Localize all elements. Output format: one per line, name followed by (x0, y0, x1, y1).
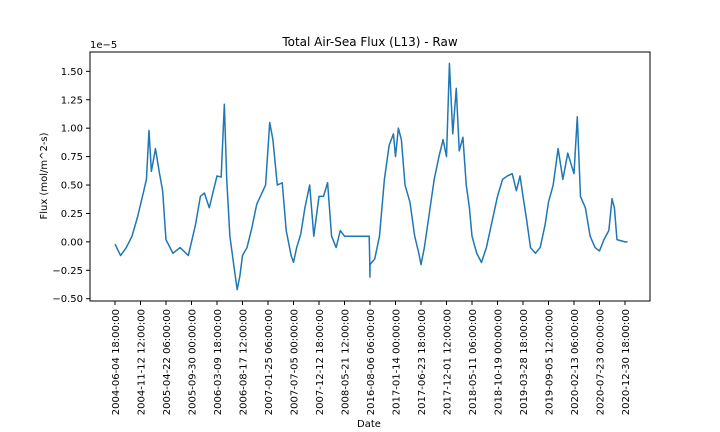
x-tick-label: 2006-03-09 18:00:00 (213, 309, 224, 415)
flux-series-line (114, 62, 628, 291)
x-axis-label: Date (357, 419, 381, 430)
y-axis: −0.50 −0.25 0.00 0.25 0.50 0.75 1.00 1.25 1.50 (52, 67, 90, 305)
x-tick-label: 2005-04-22 06:00:00 (162, 309, 173, 415)
x-tick-label: 2007-01-25 06:00:00 (264, 309, 275, 415)
x-tick-label: 2008-05-21 12:00:00 (341, 309, 352, 415)
x-tick-label: 2020-12-30 18:00:00 (621, 309, 632, 415)
x-tick-label: 2005-09-30 00:00:00 (188, 309, 199, 415)
x-axis: 2004-06-04 18:00:00 2004-11-12 12:00:00 20… (111, 301, 632, 415)
y-tick-label: 0.50 (61, 181, 83, 192)
y-tick-label: 1.00 (61, 124, 83, 135)
x-tick-label: 2016-08-06 06:00:00 (366, 309, 377, 415)
x-tick-label: 2018-05-11 06:00:00 (468, 309, 479, 415)
y-tick-label: −0.25 (52, 266, 83, 277)
x-tick-label: 2018-10-19 00:00:00 (494, 309, 505, 415)
plot-area-frame (89, 51, 651, 302)
y-tick-label: 0.00 (61, 237, 83, 248)
y-tick-label: 1.25 (61, 95, 83, 106)
x-tick-label: 2017-01-14 00:00:00 (392, 309, 403, 415)
chart-title: Total Air-Sea Flux (L13) - Raw (281, 35, 458, 49)
y-tick-label: 0.25 (61, 209, 83, 220)
x-tick-label: 2004-06-04 18:00:00 (111, 309, 122, 415)
y-tick-label: 0.75 (61, 152, 83, 163)
x-tick-label: 2007-12-12 18:00:00 (315, 309, 326, 415)
x-tick-label: 2020-02-13 06:00:00 (570, 309, 581, 415)
x-tick-label: 2017-12-01 12:00:00 (443, 309, 454, 415)
x-tick-label: 2004-11-12 12:00:00 (137, 309, 148, 415)
x-tick-label: 2019-03-28 18:00:00 (519, 309, 530, 415)
x-tick-label: 2019-09-05 12:00:00 (545, 309, 556, 415)
y-tick-label: 1.50 (61, 67, 83, 78)
x-tick-label: 2017-06-23 18:00:00 (417, 309, 428, 415)
y-scale-label: 1e−5 (90, 40, 117, 51)
x-tick-label: 2007-07-05 00:00:00 (290, 309, 301, 415)
x-tick-label: 2006-08-17 12:00:00 (239, 309, 250, 415)
y-tick-label: −0.50 (52, 294, 83, 305)
y-axis-label: Flux (mol/m^2-s) (39, 132, 50, 219)
series-layer (114, 62, 628, 291)
x-tick-label: 2020-07-23 00:00:00 (596, 309, 607, 415)
